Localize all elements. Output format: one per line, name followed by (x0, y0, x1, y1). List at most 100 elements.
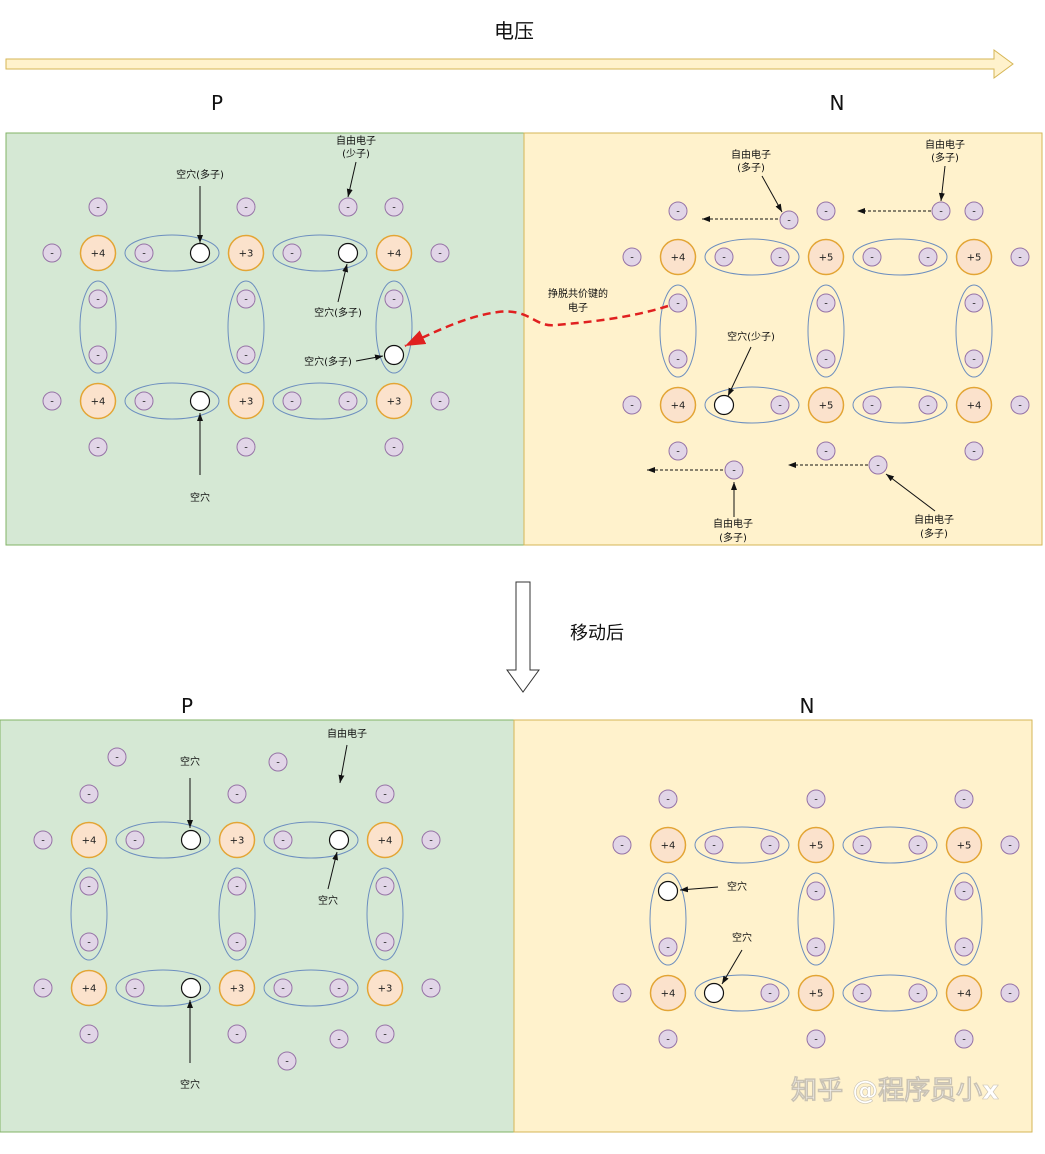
top-n-free-bottom-left-callout: 自由电子 (多子) (647, 467, 753, 544)
svg-text:-: - (962, 1035, 966, 1046)
svg-text:-: - (290, 249, 294, 260)
electron: - (134, 243, 154, 263)
svg-text:+4: +4 (661, 989, 676, 1000)
svg-text:+4: +4 (661, 841, 676, 852)
electron: - (236, 289, 256, 309)
svg-text:-: - (281, 836, 285, 847)
svg-text:-: - (429, 836, 433, 847)
svg-text:+4: +4 (82, 984, 97, 995)
electron: - (430, 391, 450, 411)
svg-text:-: - (939, 207, 943, 218)
svg-text:+4: +4 (378, 836, 393, 847)
electron: - (954, 1029, 974, 1049)
svg-text:自由电子: 自由电子 (713, 517, 753, 530)
bottom-n-label: N (800, 694, 815, 718)
atom: +3 (218, 969, 256, 1007)
bottom-p-label: P (181, 694, 193, 718)
svg-text:+5: +5 (819, 253, 834, 264)
svg-text:-: - (916, 989, 920, 1000)
svg-text:-: - (383, 790, 387, 801)
bottom-n-hole-2-callout: 空穴 (721, 931, 752, 985)
covalent-bond (272, 234, 368, 272)
electron: - (375, 932, 395, 952)
electron: - (1000, 983, 1020, 1003)
atom: +5 (807, 386, 845, 424)
svg-text:+3: +3 (239, 397, 254, 408)
svg-text:-: - (926, 253, 930, 264)
electron: - (964, 201, 984, 221)
electron: - (668, 293, 688, 313)
electron: - (88, 289, 108, 309)
svg-text:-: - (876, 461, 880, 472)
svg-text:-: - (972, 207, 976, 218)
top-n-label: N (830, 91, 845, 115)
svg-text:-: - (860, 841, 864, 852)
electron: - (770, 395, 790, 415)
atom: +4 (366, 821, 404, 859)
bottom-n-hole-1-callout: 空穴 (679, 880, 747, 893)
top-n-free-bottom-right-callout: 自由电子 (多子) (788, 462, 954, 540)
svg-text:自由电子: 自由电子 (336, 134, 376, 147)
covalent-bond (842, 974, 938, 1012)
electron: - (88, 197, 108, 217)
svg-text:+3: +3 (387, 397, 402, 408)
svg-text:-: - (276, 758, 280, 769)
svg-text:-: - (676, 299, 680, 310)
svg-text:+5: +5 (957, 841, 972, 852)
svg-text:+5: +5 (809, 989, 824, 1000)
electron: - (760, 983, 780, 1003)
covalent-bond (694, 974, 790, 1012)
covalent-bond (797, 872, 835, 966)
watermark: 知乎 @程序员小x (791, 1075, 999, 1106)
svg-text:+4: +4 (967, 401, 982, 412)
escape-path (404, 304, 669, 348)
svg-text:-: - (392, 295, 396, 306)
top-p-label: P (211, 91, 223, 115)
svg-text:-: - (666, 1035, 670, 1046)
svg-text:电子: 电子 (568, 301, 588, 314)
electron: - (227, 932, 247, 952)
electron: - (612, 835, 632, 855)
electron: - (79, 1024, 99, 1044)
electron: - (236, 437, 256, 457)
svg-text:(多子): (多子) (931, 151, 959, 164)
top-n-free-top-left-callout: 自由电子 (多子) (702, 148, 783, 222)
atom: +5 (807, 238, 845, 276)
svg-text:-: - (814, 1035, 818, 1046)
atom: +4 (375, 234, 413, 272)
free-electron: - (338, 197, 358, 217)
svg-text:-: - (620, 989, 624, 1000)
free-electron: - (277, 1051, 297, 1071)
svg-text:-: - (630, 253, 634, 264)
electron: - (1000, 835, 1020, 855)
svg-text:空穴: 空穴 (727, 880, 747, 893)
svg-text:-: - (916, 841, 920, 852)
svg-text:-: - (676, 355, 680, 366)
electron: - (88, 345, 108, 365)
hole (713, 394, 735, 416)
free-electron: - (107, 747, 127, 767)
electron: - (806, 937, 826, 957)
svg-text:-: - (926, 401, 930, 412)
electron: - (1010, 395, 1030, 415)
covalent-bond (79, 280, 117, 374)
hole (337, 242, 359, 264)
svg-text:-: - (383, 938, 387, 949)
svg-text:+5: +5 (967, 253, 982, 264)
svg-text:-: - (429, 984, 433, 995)
atom: +5 (945, 826, 983, 864)
atom: +4 (659, 238, 697, 276)
svg-text:-: - (244, 295, 248, 306)
covalent-bond (115, 821, 211, 859)
svg-text:-: - (41, 984, 45, 995)
electron: - (704, 835, 724, 855)
electron: - (88, 437, 108, 457)
top-p-region (5, 132, 525, 546)
svg-text:-: - (438, 249, 442, 260)
svg-text:+4: +4 (957, 989, 972, 1000)
svg-text:-: - (96, 295, 100, 306)
electron: - (33, 830, 53, 850)
top-escaped-electron-callout: 挣脱共价键的 电子 (404, 287, 669, 348)
electron: - (908, 983, 928, 1003)
free-electron: - (868, 455, 888, 475)
